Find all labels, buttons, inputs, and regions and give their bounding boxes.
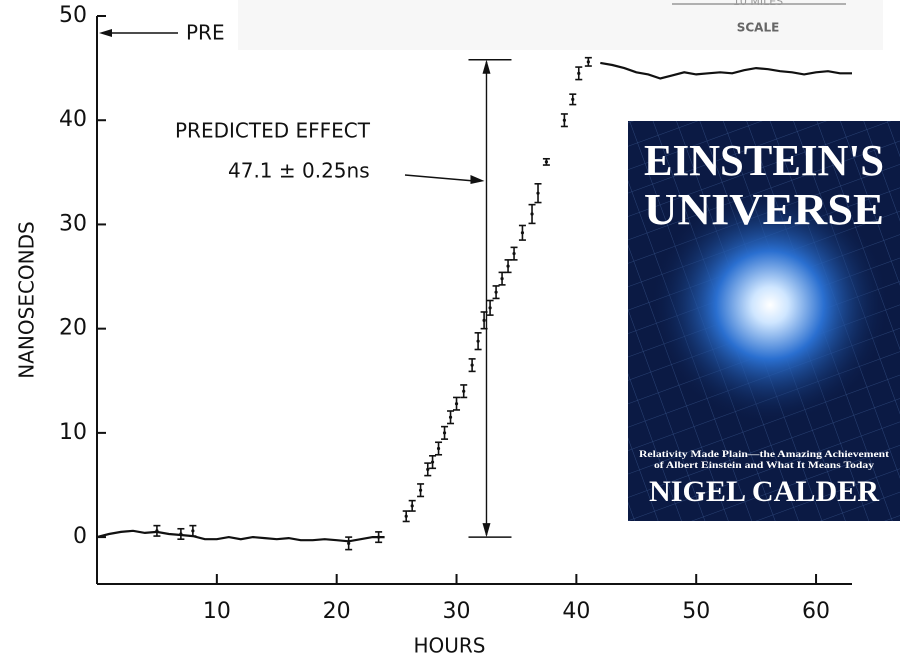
- annotation: PRE: [186, 21, 225, 45]
- data-point: [494, 290, 498, 294]
- data-point: [530, 212, 534, 216]
- cover-galaxy: [650, 185, 890, 425]
- error-point: [534, 182, 542, 204]
- error-point: [429, 455, 437, 470]
- x-tick-label: 30: [443, 599, 471, 624]
- data-point: [488, 306, 492, 310]
- cover-title: EINSTEIN'S: [644, 136, 884, 185]
- cover-tagline: of Albert Einstein and What It Means Tod…: [654, 460, 875, 470]
- data-point: [347, 541, 351, 545]
- error-point: [189, 524, 197, 537]
- error-point: [424, 462, 432, 477]
- data-point: [462, 389, 466, 393]
- error-point: [441, 425, 449, 440]
- scale-label: SCALE: [737, 21, 780, 35]
- data-point: [418, 488, 423, 492]
- data-point: [577, 71, 581, 75]
- arrow-head: [99, 29, 112, 37]
- data-point: [506, 264, 510, 268]
- data-point: [448, 415, 453, 419]
- error-point: [528, 203, 536, 225]
- x-tick-label: 50: [682, 599, 710, 624]
- error-point: [486, 299, 494, 316]
- arrow-head: [482, 59, 491, 74]
- x-tick-label: 10: [203, 599, 231, 624]
- data-point: [155, 529, 159, 533]
- x-tick-label: 40: [562, 599, 590, 624]
- error-point: [177, 527, 185, 540]
- scale-distance: 10 MILES: [733, 0, 783, 8]
- data-point: [410, 504, 414, 508]
- error-point: [474, 332, 482, 351]
- data-point: [404, 514, 408, 518]
- y-tick-label: 30: [59, 211, 87, 236]
- data-point: [536, 191, 540, 195]
- data-point: [562, 118, 566, 122]
- data-point: [426, 467, 430, 471]
- y-axis-label: NANOSECONDS: [15, 221, 39, 378]
- y-tick-label: 0: [73, 524, 87, 549]
- error-point: [542, 157, 550, 166]
- error-point: [345, 536, 353, 551]
- data-point: [191, 529, 195, 533]
- y-tick-label: 50: [59, 3, 87, 28]
- data-point: [544, 160, 549, 164]
- data-point: [430, 460, 435, 464]
- arrow-head: [470, 175, 485, 184]
- error-point: [460, 384, 468, 399]
- data-point: [512, 252, 516, 256]
- book-cover: EINSTEIN'S UNIVERSE Relativity Made Plai…: [628, 121, 900, 521]
- error-point: [492, 285, 500, 300]
- error-point: [504, 259, 512, 274]
- error-point: [584, 56, 592, 67]
- data-point: [520, 231, 525, 235]
- data-point: [454, 402, 459, 406]
- data-point: [476, 339, 480, 343]
- y-tick-label: 40: [59, 107, 87, 132]
- data-point: [436, 446, 441, 451]
- data-point: [482, 318, 486, 322]
- error-point: [435, 441, 443, 456]
- annotation: 47.1 ± 0.25ns: [228, 159, 370, 183]
- error-point: [402, 510, 410, 523]
- x-tick-label: 20: [323, 599, 351, 624]
- cover-tagline: Relativity Made Plain—the Amazing Achiev…: [639, 449, 889, 459]
- masking-banner: [238, 0, 883, 50]
- annotation-leader: [404, 174, 475, 182]
- data-point: [442, 431, 447, 435]
- data-point: [586, 60, 590, 64]
- error-point: [408, 499, 416, 512]
- data-point: [571, 97, 575, 101]
- error-point: [510, 246, 518, 261]
- error-point: [468, 358, 476, 373]
- y-tick-label: 10: [59, 420, 87, 445]
- arrow-head: [482, 523, 491, 538]
- data-point: [377, 535, 381, 539]
- error-point: [447, 410, 455, 425]
- error-point: [453, 396, 461, 411]
- cover-title: UNIVERSE: [644, 185, 884, 234]
- data-line: [96, 61, 852, 543]
- annotation: PREDICTED EFFECT: [175, 119, 371, 143]
- y-tick-label: 20: [59, 316, 87, 341]
- error-point: [518, 224, 526, 241]
- error-point: [575, 66, 583, 81]
- error-point: [375, 531, 383, 544]
- header-fragment: 10 MILES SCALE: [238, 0, 883, 50]
- x-tick-label: 60: [802, 599, 830, 624]
- x-axis-label: HOURS: [413, 634, 485, 658]
- cover-author: NIGEL CALDER: [649, 475, 879, 508]
- data-point: [470, 363, 474, 367]
- error-point: [560, 113, 568, 128]
- data-point: [179, 532, 183, 536]
- error-point: [569, 93, 577, 106]
- error-point: [153, 524, 161, 537]
- data-point: [500, 277, 504, 281]
- error-point: [498, 271, 506, 286]
- plot-area: 0 10 20 30 40 50 10 20 30 40 50 60 HOURS NANOSECONDS P…: [15, 3, 852, 658]
- error-point: [417, 483, 425, 498]
